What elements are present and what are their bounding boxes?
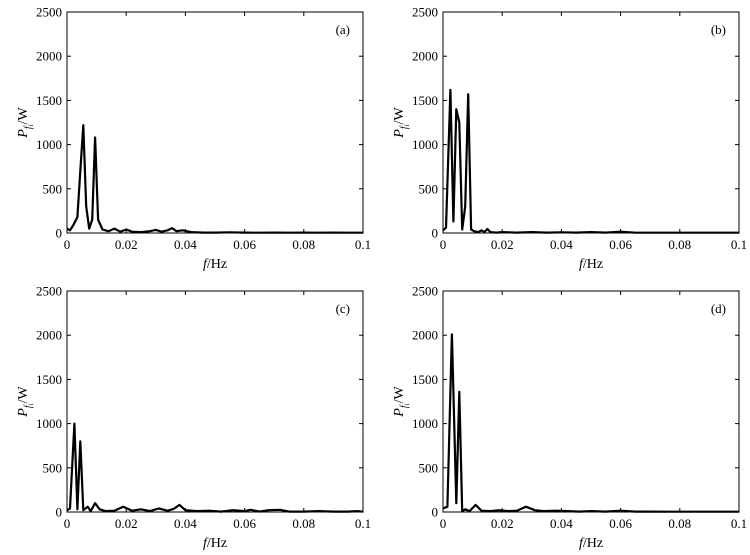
panel-label: (a) [336, 22, 350, 37]
x-axis-label: f/Hz [203, 257, 227, 272]
series-line-1 [66, 124, 363, 234]
x-tick-label: 0.04 [174, 237, 197, 252]
y-tick-label: 1500 [412, 93, 438, 108]
y-tick-label: 1000 [412, 137, 438, 152]
x-tick-label: 0.1 [731, 237, 747, 252]
x-tick-label: 0.08 [292, 237, 315, 252]
plot-frame [442, 11, 740, 234]
y-axis-label: Pfi/W [392, 107, 411, 139]
x-tick-label: 0.08 [668, 237, 691, 252]
x-tick-label: 0.06 [609, 237, 632, 252]
chart-panel-3: 0 0.02 0.04 0.06 0.08 0.1 0 500 1000 1500 2000 2500… [16, 284, 371, 552]
x-tick-label: 0.04 [174, 516, 197, 531]
plot-frame [66, 11, 364, 234]
x-tick-label: 0.02 [491, 237, 514, 252]
x-tick-label: 0.02 [491, 516, 514, 531]
y-tick-label: 1500 [36, 372, 62, 387]
y-tick-label: 500 [43, 460, 63, 475]
y-tick-label: 2000 [412, 328, 438, 343]
y-tick-label: 1000 [36, 137, 62, 152]
panel-label: (c) [336, 301, 350, 316]
y-axis-label: Pfi/W [16, 107, 35, 139]
panel-label: (b) [711, 22, 726, 37]
y-tick-label: 2000 [36, 328, 62, 343]
x-tick-label: 0.02 [115, 237, 138, 252]
plot-frame [66, 290, 364, 513]
x-tick-label: 0.1 [355, 516, 371, 531]
y-tick-label: 1500 [412, 372, 438, 387]
x-tick-label: 0.08 [668, 516, 691, 531]
chart-panel-4: 0 0.02 0.04 0.06 0.08 0.1 0 500 1000 1500 2000 2500… [392, 284, 747, 552]
y-tick-label: 500 [419, 181, 439, 196]
chart-panel-1: 0 0.02 0.04 0.06 0.08 0.1 0 500 1000 1500 2000 2500… [16, 5, 371, 273]
y-tick-label: 2500 [36, 284, 62, 299]
x-tick-label: 0.04 [550, 516, 573, 531]
x-tick-label: 0.06 [609, 516, 632, 531]
x-tick-label: 0.06 [233, 516, 256, 531]
series-line-1 [442, 333, 739, 513]
x-tick-label: 0.1 [731, 516, 747, 531]
y-tick-label: 2000 [412, 49, 438, 64]
plot-frame [442, 290, 740, 513]
x-axis-label: f/Hz [579, 257, 603, 272]
y-tick-label: 2500 [412, 284, 438, 299]
y-tick-label: 0 [56, 226, 63, 241]
series-line-1 [66, 422, 364, 513]
y-tick-label: 500 [43, 181, 63, 196]
chart-panel-2: 0 0.02 0.04 0.06 0.08 0.1 0 500 1000 1500 2000 2500… [392, 5, 747, 273]
x-tick-label: 0 [440, 516, 447, 531]
panel-label: (d) [711, 301, 726, 316]
x-tick-label: 0.02 [115, 516, 138, 531]
y-tick-label: 0 [432, 505, 439, 520]
y-tick-label: 2500 [36, 5, 62, 20]
x-tick-label: 0.08 [292, 516, 315, 531]
y-tick-label: 2500 [412, 5, 438, 20]
y-tick-label: 1000 [36, 416, 62, 431]
y-tick-label: 500 [419, 460, 439, 475]
y-tick-label: 1500 [36, 93, 62, 108]
y-tick-label: 1000 [412, 416, 438, 431]
y-axis-label: Pfi/W [392, 386, 411, 418]
x-axis-label: f/Hz [579, 536, 603, 551]
x-tick-label: 0.1 [355, 237, 371, 252]
x-tick-label: 0 [64, 237, 71, 252]
y-tick-label: 0 [56, 505, 63, 520]
y-tick-label: 2000 [36, 49, 62, 64]
x-axis-label: f/Hz [203, 536, 227, 551]
series-line-1 [442, 88, 739, 234]
x-tick-label: 0 [64, 516, 71, 531]
x-tick-label: 0 [440, 237, 447, 252]
y-tick-label: 0 [432, 226, 439, 241]
x-tick-label: 0.06 [233, 237, 256, 252]
y-axis-label: Pfi/W [16, 386, 35, 418]
x-tick-label: 0.04 [550, 237, 573, 252]
